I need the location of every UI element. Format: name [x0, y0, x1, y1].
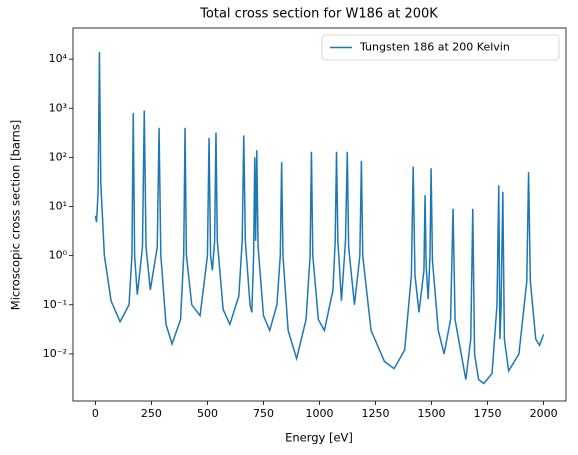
y-tick-label: 10²: [49, 150, 67, 163]
chart-title: Total cross section for W186 at 200K: [199, 7, 438, 22]
x-tick-label: 750: [253, 407, 274, 420]
y-tick-label: 10³: [49, 101, 67, 114]
plot-frame: [72, 27, 567, 402]
data-line: [94, 51, 545, 385]
y-tick-label: 10⁻¹: [43, 298, 67, 311]
y-tick-label: 10⁻²: [43, 347, 67, 360]
x-tick-label: 1000: [306, 407, 334, 420]
x-tick-label: 500: [197, 407, 218, 420]
y-tick-label: 10¹: [49, 200, 67, 213]
x-tick-label: 1250: [362, 407, 390, 420]
x-axis-label: Energy [eV]: [285, 431, 353, 445]
legend-box: [321, 34, 560, 61]
x-tick-label: 1500: [418, 407, 446, 420]
y-tick-label: 10⁴: [49, 52, 68, 65]
x-tick-label: 2000: [530, 407, 558, 420]
y-axis-label: Microscopic cross section [barns]: [9, 120, 23, 310]
x-tick-label: 1750: [474, 407, 502, 420]
x-tick-label: 250: [141, 407, 162, 420]
legend-label: Tungsten 186 at 200 Kelvin: [359, 41, 510, 54]
x-tick-label: 0: [92, 407, 99, 420]
y-tick-label: 10⁰: [49, 249, 68, 262]
